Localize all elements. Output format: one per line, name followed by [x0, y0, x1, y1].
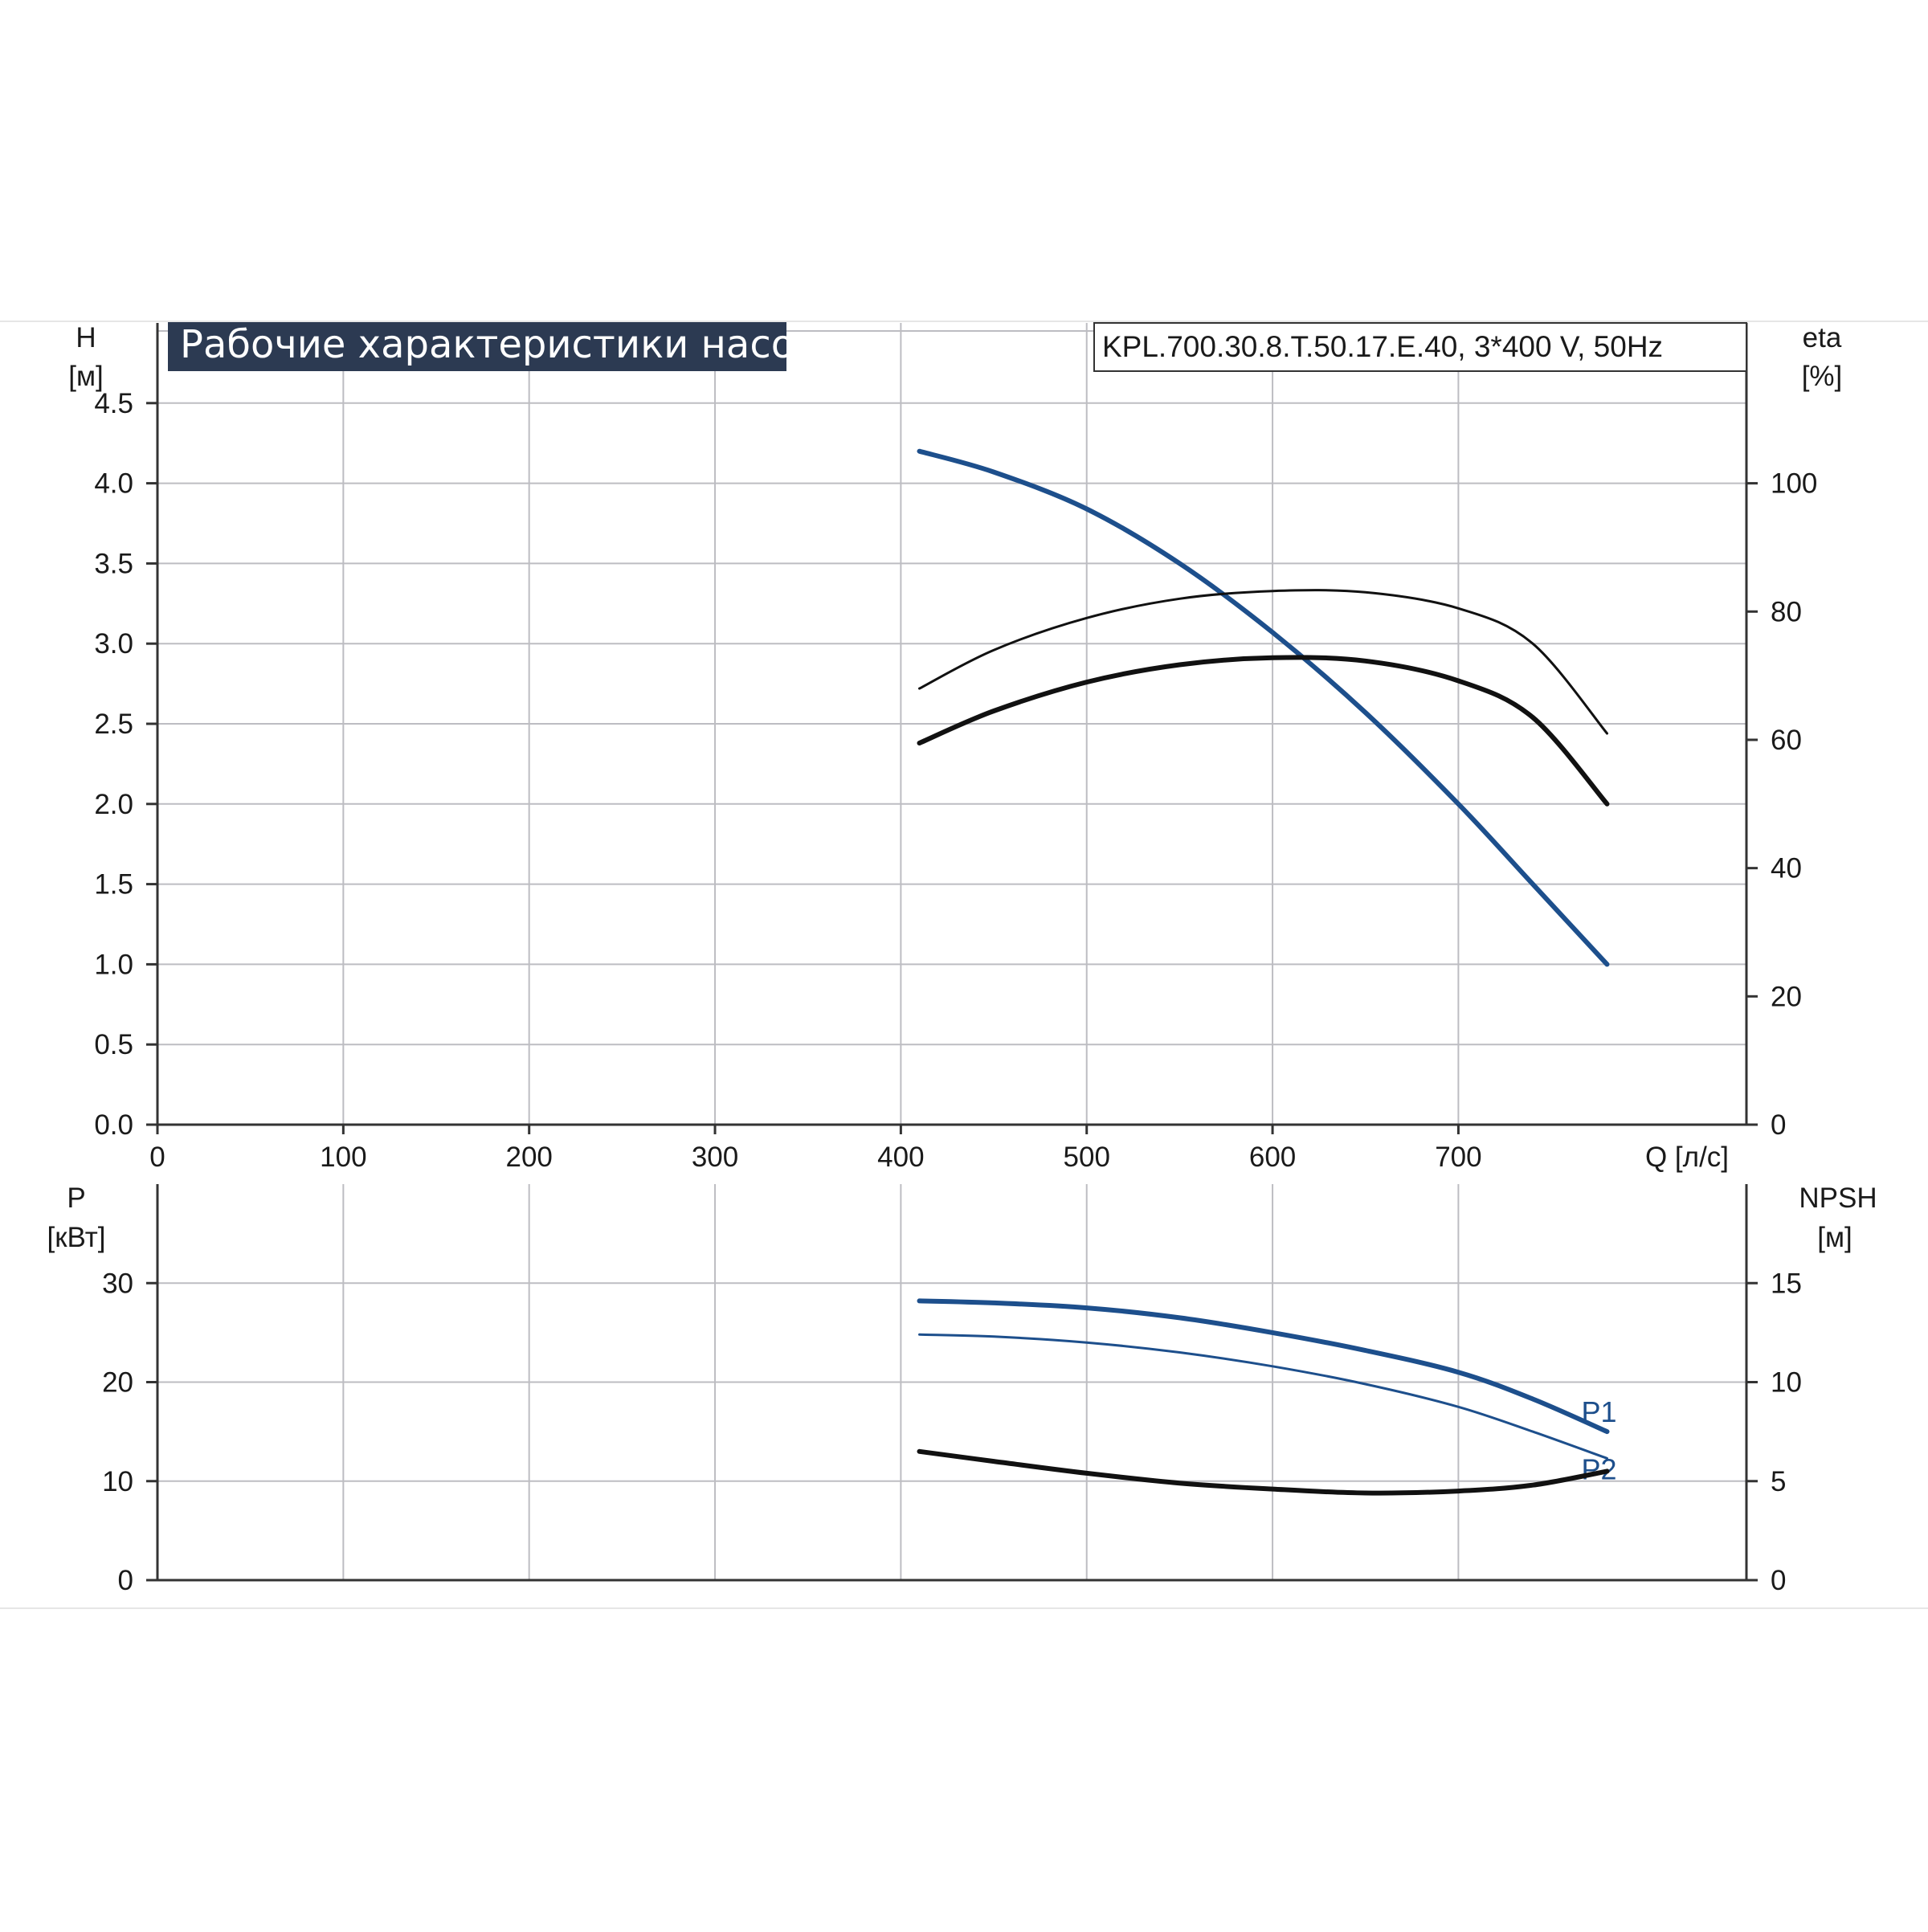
- top-right-tick-label: 0: [1771, 1109, 1786, 1141]
- top-right-tick-label: 20: [1771, 981, 1802, 1012]
- title-box: [168, 322, 786, 371]
- top-left-tick-label: 4.0: [94, 468, 133, 500]
- q-axis-label: Q [л/с]: [1645, 1142, 1729, 1173]
- top-left-tick-label: 1.0: [94, 949, 133, 980]
- h-axis-label: H: [76, 322, 96, 353]
- top-series-curve-3: [917, 655, 1610, 807]
- top-right-tick-label: 40: [1771, 853, 1802, 884]
- top-x-tick-label: 600: [1249, 1142, 1296, 1173]
- chart-title: Рабочие характеристики насоса: [180, 322, 839, 367]
- eta-axis-unit: [%]: [1802, 361, 1843, 392]
- top-right-tick-label: 100: [1771, 468, 1817, 500]
- series-label-p1: P1: [1581, 1395, 1616, 1428]
- top-series-curve-1: [917, 448, 1610, 967]
- top-left-tick-label: 4.5: [94, 388, 133, 419]
- pump-model-label: KPL.700.30.8.T.50.17.E.40, 3*400 V, 50Hz: [1102, 330, 1663, 363]
- top-x-tick-label: 100: [320, 1142, 366, 1173]
- npsh-axis-label: NPSH: [1799, 1182, 1877, 1214]
- p-axis-label: P: [67, 1182, 85, 1214]
- top-left-tick-label: 1.5: [94, 869, 133, 901]
- bottom-left-tick-label: 20: [102, 1367, 133, 1399]
- bottom-left-tick-label: 0: [118, 1565, 133, 1596]
- top-plot-series: [917, 448, 1610, 967]
- top-plot-grid: [156, 323, 1748, 1126]
- model-box: [1093, 322, 1747, 372]
- top-left-tick-label: 2.5: [94, 709, 133, 740]
- bottom-plot-series: P1 P2: [917, 1298, 1617, 1496]
- top-x-tick-label: 0: [149, 1142, 165, 1173]
- top-x-tick-label: 400: [877, 1142, 924, 1173]
- top-left-tick-label: 3.0: [94, 628, 133, 660]
- top-x-tick-label: 700: [1435, 1142, 1481, 1173]
- top-left-tick-label: 3.5: [94, 548, 133, 579]
- top-left-tick-label: 0.5: [94, 1029, 133, 1060]
- top-series-curve-2: [918, 589, 1608, 735]
- top-x-tick-label: 200: [505, 1142, 552, 1173]
- bottom-series-p1: [917, 1298, 1610, 1435]
- bottom-plot-grid: [156, 1184, 1748, 1582]
- top-x-tick-label: 300: [692, 1142, 738, 1173]
- bottom-series-p2: [918, 1333, 1608, 1460]
- top-x-tick-label: 500: [1064, 1142, 1110, 1173]
- bottom-right-tick-label: 5: [1771, 1466, 1786, 1497]
- npsh-axis-unit: [м]: [1817, 1222, 1852, 1253]
- p-axis-unit: [кВт]: [47, 1222, 106, 1253]
- series-label-p2: P2: [1581, 1452, 1616, 1485]
- eta-axis-label: eta: [1803, 322, 1842, 353]
- top-plot-tick-labels: 0.0 0.5 1.0 1.5 2.0 2.5 3.0 3.5 4.0 4.5 0 20 40 60 80 1…: [94, 388, 1817, 1173]
- top-left-tick-label: 0.0: [94, 1109, 133, 1141]
- bottom-left-tick-label: 10: [102, 1466, 133, 1497]
- bottom-left-tick-label: 30: [102, 1268, 133, 1299]
- top-right-tick-label: 80: [1771, 596, 1802, 627]
- bottom-right-tick-label: 0: [1771, 1565, 1786, 1596]
- top-left-tick-label: 2.0: [94, 789, 133, 820]
- bottom-plot-tick-labels: 0 10 20 30 0 5 10 15: [102, 1268, 1802, 1596]
- top-right-tick-label: 60: [1771, 725, 1802, 756]
- bottom-right-tick-label: 10: [1771, 1367, 1802, 1399]
- h-axis-unit: [м]: [68, 361, 104, 392]
- bottom-right-tick-label: 15: [1771, 1268, 1802, 1299]
- bottom-series-curve-3: [917, 1448, 1610, 1496]
